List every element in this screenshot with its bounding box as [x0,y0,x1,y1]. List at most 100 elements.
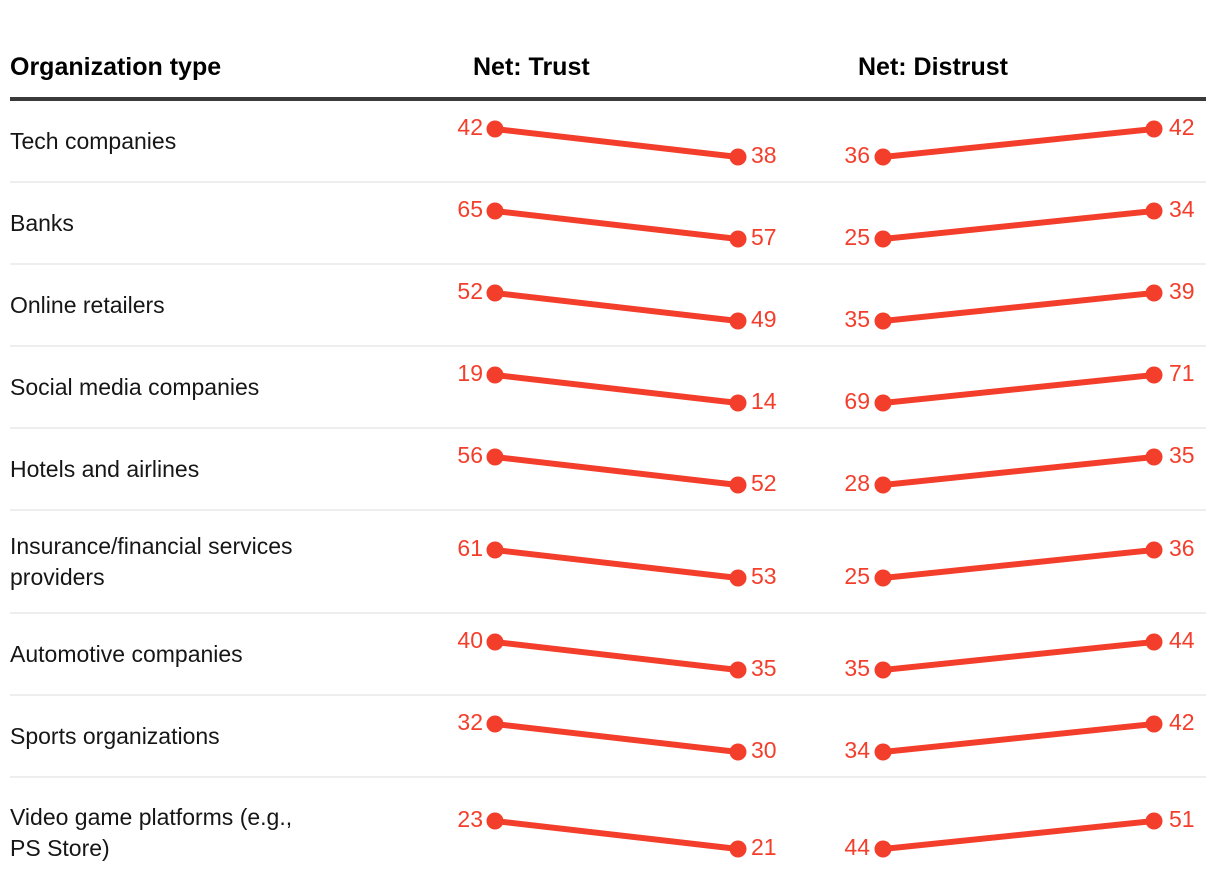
distrust-value-end: 35 [1169,442,1195,468]
distrust-value-end: 39 [1169,278,1195,304]
org-type-label: Banks [10,209,74,236]
slope-dot-start [874,569,892,586]
slope-dot-end [729,743,747,761]
distrust-value-start: 25 [844,224,870,250]
distrust-value-end: 71 [1169,360,1195,386]
slope-line [882,372,1155,406]
trust-value-start: 56 [457,442,483,468]
slope-line [494,454,739,488]
table-row: Social media companies 19 14 69 71 [10,347,1206,429]
org-type-label: Social media companies [10,373,260,400]
distrust-slope-chart: 34 42 [844,709,1195,763]
column-header-net-trust: Net: Trust [473,53,590,81]
slope-line [882,546,1155,581]
distrust-value-start: 36 [844,142,870,168]
slope-dot-start [486,812,504,830]
slope-dot-start [874,230,892,248]
distrust-value-end: 36 [1169,535,1195,561]
distrust-value-end: 51 [1169,806,1195,832]
slope-dot-start [874,148,892,166]
distrust-value-start: 35 [844,655,870,681]
trust-value-start: 19 [457,360,483,386]
org-type-label: Video game platforms (e.g., PS Store) [10,804,293,861]
distrust-slope-chart: 44 51 [844,806,1195,860]
slope-dot-start [874,743,892,761]
org-type-label: Insurance/financial services providers [10,532,293,590]
slope-dot-start [874,661,892,679]
trust-value-end: 35 [751,655,777,681]
slope-dot-end [729,148,747,166]
slope-dot-end [729,661,747,679]
slope-dot-start [486,120,504,138]
slope-dot-end [1145,366,1163,384]
trust-value-end: 52 [751,470,777,496]
trust-slope-chart: 65 57 [457,196,776,250]
trust-value-start: 42 [457,114,483,140]
slope-dot-start [486,448,504,466]
distrust-value-start: 44 [844,834,870,860]
trust-value-end: 49 [751,306,777,332]
distrust-value-start: 69 [844,388,870,414]
table-row: Banks 65 57 25 34 [10,183,1206,265]
slope-dot-end [729,476,747,494]
distrust-slope-chart: 25 36 [844,535,1195,589]
slope-line [494,126,739,160]
column-header-organization-type: Organization type [10,53,222,81]
column-header-net-distrust: Net: Distrust [858,53,1009,81]
slope-dot-start [874,840,892,858]
slope-dot-end [1145,120,1163,138]
slope-dot-end [1145,715,1163,733]
trust-value-end: 21 [751,834,777,860]
trust-value-start: 40 [457,627,483,653]
slope-dot-start [874,394,892,412]
trust-value-start: 65 [457,196,483,222]
table-row: Tech companies 42 38 36 42 [10,101,1206,183]
slope-dot-end [1145,541,1163,558]
distrust-slope-chart: 69 71 [844,360,1195,414]
header-row: Organization type Net: Trust Net: Distru… [10,0,1206,101]
slope-dot-start [486,541,504,558]
slope-line [882,639,1155,673]
slope-line [494,639,739,673]
trust-value-start: 32 [457,709,483,735]
distrust-value-end: 42 [1169,709,1195,735]
org-type-label: Automotive companies [10,640,243,667]
table-row: Hotels and airlines 56 52 28 35 [10,429,1206,511]
slope-line [882,818,1155,852]
distrust-slope-chart: 35 44 [844,627,1195,681]
slope-dot-end [729,312,747,330]
slope-line [494,372,739,406]
trust-slope-chart: 52 49 [457,278,777,332]
distrust-value-start: 28 [844,470,870,496]
trust-slope-chart: 61 53 [457,535,776,589]
slope-dot-end [729,394,747,412]
trust-value-end: 38 [751,142,777,168]
slope-dot-end [729,230,747,248]
slope-dot-start [486,633,504,651]
slope-dot-start [874,312,892,330]
trust-slope-chart: 56 52 [457,442,777,496]
table-row: Automotive companies 40 35 35 44 [10,614,1206,696]
slope-line [494,721,739,755]
trust-value-end: 14 [751,388,777,414]
trust-slope-chart: 40 35 [457,627,777,681]
slope-dot-end [1145,633,1163,651]
slope-dot-start [486,284,504,302]
slope-line [494,290,739,324]
slope-line [882,454,1155,488]
trust-value-start: 23 [457,806,483,832]
slope-dot-start [874,476,892,494]
slope-line [882,208,1155,242]
slope-dot-end [1145,284,1163,302]
slope-line [494,208,739,242]
trust-slope-chart: 23 21 [457,806,777,860]
distrust-slope-chart: 36 42 [844,114,1194,168]
distrust-value-end: 44 [1169,627,1195,653]
slope-dot-end [729,840,747,858]
slope-line [882,721,1155,755]
trust-value-end: 30 [751,737,777,763]
distrust-slope-chart: 25 34 [844,196,1194,250]
slope-dot-end [1145,448,1163,466]
org-type-label: Tech companies [10,127,177,154]
